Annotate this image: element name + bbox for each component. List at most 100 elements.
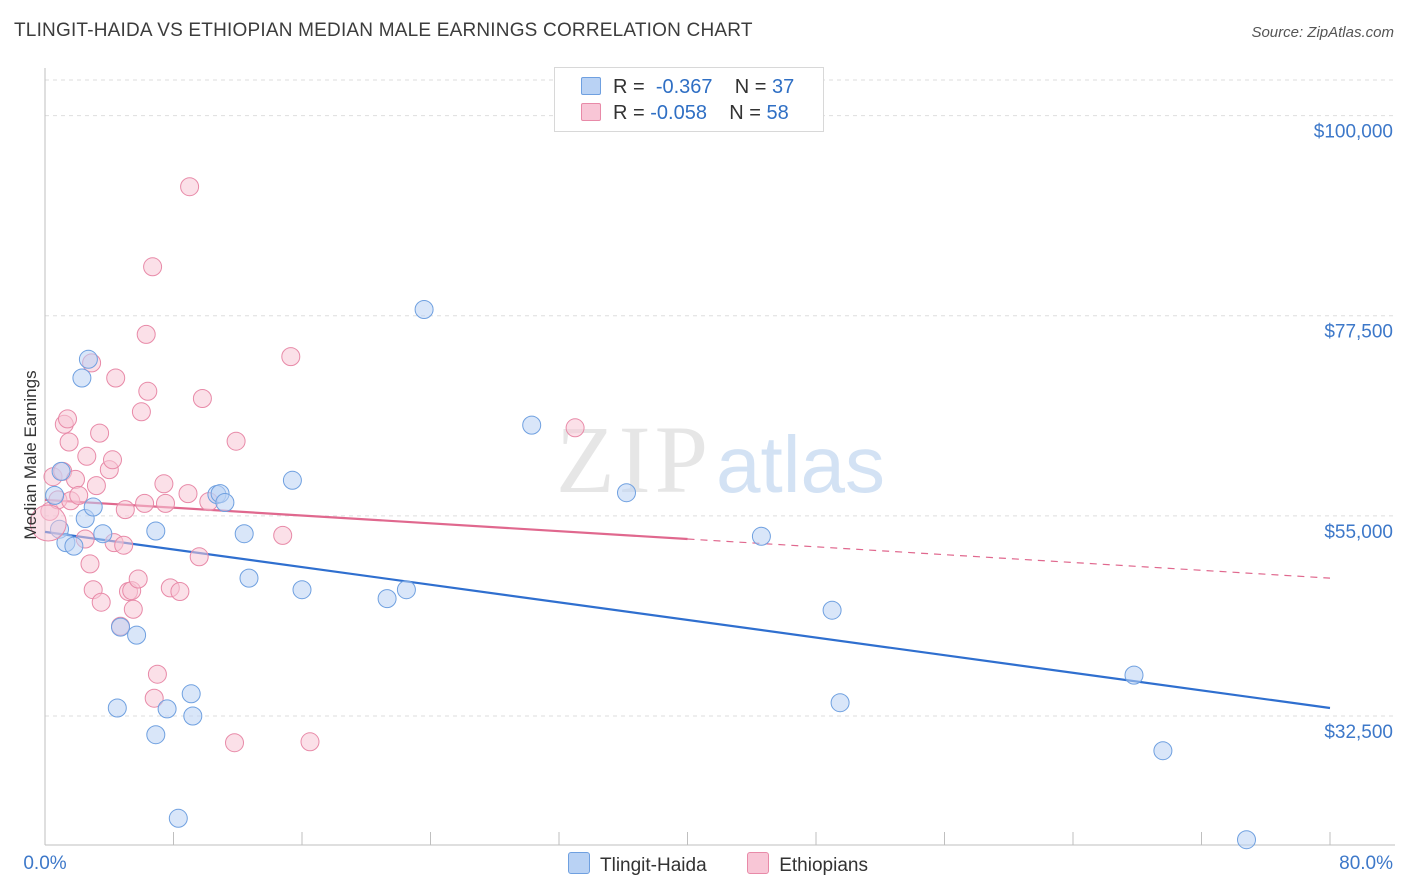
- y-tick-label: $55,000: [1324, 522, 1393, 543]
- y-tick-label: $100,000: [1314, 122, 1393, 143]
- data-point: [115, 500, 135, 520]
- data-point: [146, 521, 166, 541]
- data-point: [156, 493, 175, 513]
- trend-line-dashed: [687, 538, 1331, 579]
- data-point: [83, 497, 103, 517]
- data-point: [292, 580, 312, 600]
- legend-n-tlingit: 37: [772, 76, 795, 98]
- data-point: [106, 368, 126, 388]
- data-point: [77, 446, 97, 466]
- data-point: [144, 688, 164, 708]
- legend-r-ethiopians: -0.058: [650, 102, 707, 124]
- data-point: [143, 257, 163, 277]
- data-point: [192, 389, 212, 408]
- data-point: [377, 589, 397, 609]
- data-points: [29, 177, 1256, 850]
- data-point: [146, 725, 166, 745]
- source-label: Source: ZipAtlas.com: [1251, 24, 1394, 41]
- chart-title: TLINGIT-HAIDA VS ETHIOPIAN MEDIAN MALE E…: [14, 20, 753, 41]
- data-point: [273, 525, 293, 545]
- data-point: [183, 706, 203, 726]
- data-point: [127, 625, 147, 645]
- legend-r-tlingit: -0.367: [655, 76, 713, 98]
- series-label-ethiopians: Ethiopians: [779, 855, 868, 876]
- data-point: [123, 599, 143, 619]
- watermark: ZIP atlas: [556, 406, 885, 513]
- data-point: [281, 347, 301, 367]
- data-point: [168, 808, 188, 828]
- legend-row-tlingit: R = -0.367 N = 37: [581, 76, 794, 100]
- data-point: [565, 418, 585, 438]
- data-point: [1237, 830, 1256, 850]
- legend-swatch-tlingit: [581, 77, 601, 95]
- series-legend: Tlingit-Haida Ethiopians: [568, 852, 868, 877]
- data-point: [822, 600, 842, 620]
- data-point: [103, 450, 122, 470]
- data-point: [1153, 741, 1173, 761]
- data-point: [282, 470, 302, 490]
- data-point: [69, 485, 89, 505]
- axes: [44, 68, 1395, 846]
- y-tick-label: $77,500: [1324, 322, 1393, 343]
- x-tick-label: 0.0%: [23, 853, 66, 874]
- data-point: [135, 493, 155, 513]
- data-point: [180, 177, 200, 197]
- data-point: [181, 684, 201, 704]
- data-point: [226, 431, 246, 451]
- data-point: [114, 535, 134, 555]
- data-point: [189, 547, 209, 567]
- data-point: [45, 485, 65, 505]
- data-point: [90, 423, 110, 443]
- data-point: [72, 368, 92, 388]
- data-point: [225, 733, 244, 753]
- legend-n-label: N =: [729, 102, 761, 124]
- data-point: [111, 617, 130, 637]
- data-point: [234, 524, 254, 544]
- data-point: [64, 536, 84, 556]
- x-tick-labels: 0.0% 80.0%: [23, 853, 1393, 874]
- legend-n-label: N =: [734, 76, 767, 98]
- legend-swatch-ethiopians: [581, 103, 601, 121]
- y-tick-label: $32,500: [1324, 722, 1393, 743]
- data-point: [1124, 665, 1144, 685]
- data-point: [522, 415, 542, 435]
- data-point: [29, 504, 67, 542]
- data-point: [107, 698, 127, 718]
- data-point: [396, 580, 416, 600]
- data-point: [93, 524, 113, 544]
- series-swatch-tlingit: [568, 852, 590, 874]
- data-point: [157, 699, 177, 719]
- series-label-tlingit: Tlingit-Haida: [600, 855, 707, 876]
- data-point: [131, 402, 151, 422]
- legend-r-label: R =: [613, 76, 645, 98]
- data-point: [154, 474, 174, 494]
- y-axis-label: Median Male Earnings: [21, 370, 40, 539]
- data-point: [617, 483, 636, 503]
- y-tick-labels: $32,500 $55,000 $77,500 $100,000: [1314, 122, 1393, 743]
- stats-legend: R = -0.367 N = 37 R = -0.058 N = 58: [554, 67, 824, 132]
- data-point: [239, 568, 259, 588]
- data-point: [78, 349, 98, 369]
- data-point: [59, 432, 79, 452]
- data-point: [128, 569, 148, 589]
- data-point: [91, 592, 111, 612]
- data-point: [215, 493, 235, 512]
- trend-line: [44, 530, 1331, 710]
- data-point: [178, 484, 198, 504]
- data-point: [51, 461, 71, 481]
- x-tick-label: 80.0%: [1339, 853, 1393, 874]
- data-point: [147, 664, 167, 684]
- legend-r-label: R =: [613, 102, 645, 124]
- series-swatch-ethiopians: [747, 852, 770, 874]
- watermark-atlas: atlas: [716, 420, 885, 509]
- data-point: [830, 693, 850, 713]
- legend-n-ethiopians: 58: [766, 102, 789, 124]
- data-point: [300, 732, 320, 752]
- data-point: [58, 409, 77, 429]
- data-point: [414, 300, 434, 319]
- data-point: [138, 381, 158, 401]
- data-point: [136, 324, 156, 344]
- data-point: [170, 582, 190, 601]
- legend-row-ethiopians: R = -0.058 N = 58: [581, 102, 789, 126]
